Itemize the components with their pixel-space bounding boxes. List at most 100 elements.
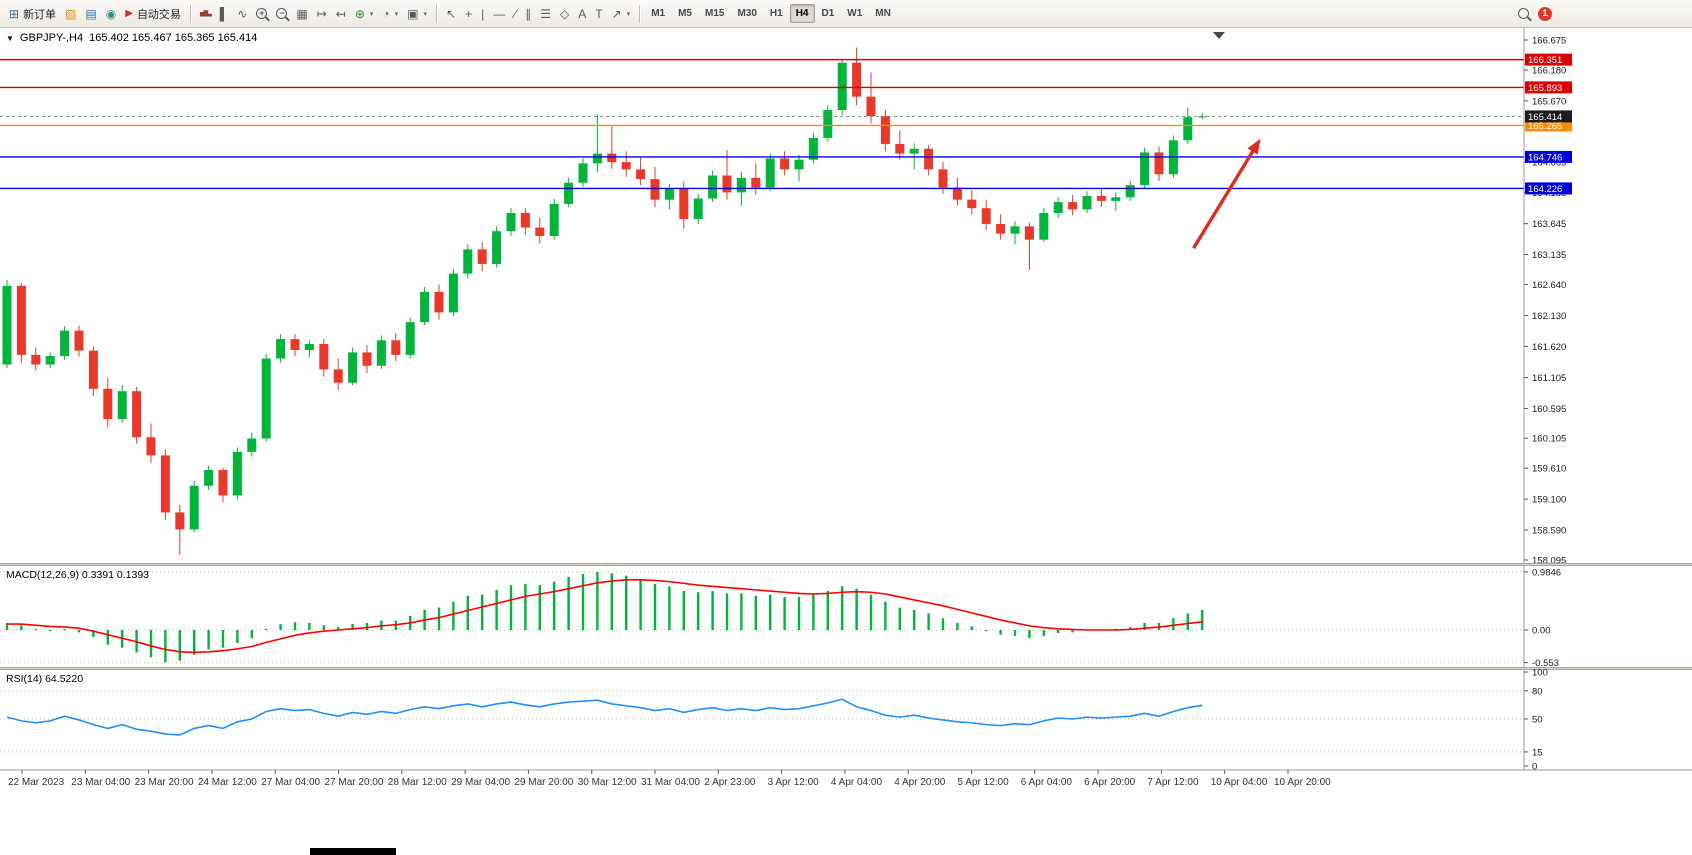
tile-windows-icon[interactable]: ▦ — [296, 6, 308, 21]
candle — [967, 190, 977, 215]
new-order-button[interactable]: ⊞ 新订单 — [5, 3, 60, 25]
one-click-trading-toggle[interactable]: ▼ — [6, 33, 14, 43]
auto-scroll-icon[interactable]: ↦ — [316, 6, 327, 21]
candle — [506, 208, 516, 237]
price-axis-label: 161.105 — [1532, 373, 1566, 384]
candle — [333, 358, 343, 390]
candle — [2, 279, 12, 369]
chart-shift-marker[interactable] — [1213, 32, 1225, 39]
navigator-icon[interactable]: ◉ — [105, 6, 117, 21]
candle — [621, 151, 631, 177]
zoom-out-button[interactable]: − — [272, 3, 291, 25]
text-label-icon[interactable]: T — [595, 6, 603, 21]
panel-splitter[interactable] — [0, 563, 1692, 566]
candle — [204, 465, 214, 490]
timeframe-d1[interactable]: D1 — [821, 8, 835, 19]
trend-arrow[interactable] — [1192, 138, 1261, 250]
time-label: 6 Apr 20:00 — [1084, 777, 1136, 788]
channel-icon[interactable]: ∥ — [525, 6, 532, 21]
candle — [1068, 194, 1078, 216]
price-tag: 165.893 — [1525, 81, 1572, 94]
indicators-button[interactable]: ⊕ ▾ — [351, 3, 378, 25]
arrows-button[interactable]: ↗ ▾ — [608, 3, 635, 25]
ohlc-readout: 165.402 165.467 165.365 165.414 — [89, 32, 258, 44]
time-label: 6 Apr 04:00 — [1021, 777, 1073, 788]
price-axis-label: 161.620 — [1532, 342, 1566, 353]
crosshair-icon[interactable]: + — [465, 6, 473, 21]
toolbar-right-group: 1 — [1518, 6, 1687, 21]
clock-icon: ◔ — [382, 6, 390, 21]
svg-text:165.414: 165.414 — [1528, 112, 1562, 123]
timeframe-w1[interactable]: W1 — [847, 8, 863, 19]
text-icon[interactable]: A — [578, 6, 587, 21]
candle — [924, 145, 934, 176]
rsi-indicator-label: RSI(14) 64.5220 — [6, 673, 84, 685]
chart-canvas[interactable]: 166.675166.180165.670164.665164.155163.6… — [0, 28, 1692, 798]
candle — [592, 114, 602, 172]
time-label: 4 Apr 04:00 — [831, 777, 883, 788]
templates-button[interactable]: ▣ ▾ — [403, 3, 431, 25]
time-label: 3 Apr 12:00 — [768, 777, 820, 788]
candle — [866, 72, 876, 124]
chevron-down-icon: ▾ — [423, 10, 428, 18]
time-label: 24 Mar 12:00 — [198, 777, 257, 788]
candle — [1082, 191, 1092, 214]
time-label: 7 Apr 12:00 — [1147, 777, 1199, 788]
timeframe-m5[interactable]: M5 — [678, 8, 692, 19]
vertical-line-icon[interactable]: | — [481, 6, 485, 21]
candle — [564, 177, 574, 207]
candle — [45, 352, 55, 369]
candle — [1039, 208, 1049, 243]
zoom-in-button[interactable]: + — [252, 3, 271, 25]
candle — [1096, 188, 1106, 207]
shapes-icon[interactable]: ◇ — [560, 6, 570, 21]
macd-axis-label: 0.9846 — [1532, 567, 1561, 578]
time-label: 27 Mar 20:00 — [325, 777, 384, 788]
chevron-down-icon: ▾ — [626, 10, 631, 18]
market-watch-icon[interactable]: ▤ — [85, 6, 97, 21]
timeframe-h4[interactable]: H4 — [789, 4, 815, 23]
new-order-icon: ⊞ — [9, 6, 20, 21]
time-label: 10 Apr 20:00 — [1274, 777, 1331, 788]
periods-button[interactable]: ◔ ▾ — [378, 3, 402, 25]
bar-chart-icon[interactable]: ▅▇▃ — [196, 3, 215, 25]
timeframe-m30[interactable]: M30 — [737, 8, 757, 19]
candle — [477, 242, 487, 272]
candle — [1125, 180, 1135, 201]
panel-splitter[interactable] — [0, 667, 1692, 670]
profiles-icon[interactable]: ▨ — [65, 6, 77, 21]
macd-indicator-label: MACD(12,26,9) 0.3391 0.1393 — [6, 569, 150, 581]
notification-badge[interactable]: 1 — [1538, 6, 1552, 21]
template-icon: ▣ — [407, 6, 419, 21]
candle — [117, 385, 127, 423]
candle — [218, 467, 228, 503]
candle — [794, 154, 804, 182]
candle — [463, 244, 473, 279]
candle — [1154, 146, 1164, 181]
candle — [319, 339, 329, 377]
time-label: 4 Apr 20:00 — [894, 777, 946, 788]
fibonacci-icon[interactable]: ☰ — [540, 6, 552, 21]
autotrading-icon: ▶ — [125, 7, 133, 19]
cursor-icon[interactable]: ↖ — [446, 6, 457, 21]
candle — [16, 283, 26, 363]
candle — [362, 345, 372, 374]
line-chart-icon[interactable]: ∿ — [237, 6, 248, 21]
timeframe-h1[interactable]: H1 — [769, 8, 783, 19]
time-label: 23 Mar 20:00 — [135, 777, 194, 788]
trendline-icon[interactable]: ∕ — [514, 6, 517, 21]
horizontal-line-icon[interactable]: — — [493, 6, 506, 21]
time-label: 30 Mar 12:00 — [578, 777, 637, 788]
timeframe-mn[interactable]: MN — [875, 8, 891, 19]
timeframe-m15[interactable]: M15 — [705, 8, 725, 19]
timeframe-m1[interactable]: M1 — [651, 8, 666, 19]
candle — [290, 334, 300, 357]
bottom-black-bar — [310, 848, 396, 855]
price-tag: 164.226 — [1525, 182, 1572, 195]
autotrading-button[interactable]: ▶ 自动交易 — [121, 3, 185, 25]
search-icon[interactable] — [1518, 8, 1529, 19]
candlestick-chart-icon[interactable]: ▌ — [219, 6, 229, 21]
chart-shift-icon[interactable]: ↤ — [335, 6, 346, 21]
candle — [232, 447, 242, 500]
